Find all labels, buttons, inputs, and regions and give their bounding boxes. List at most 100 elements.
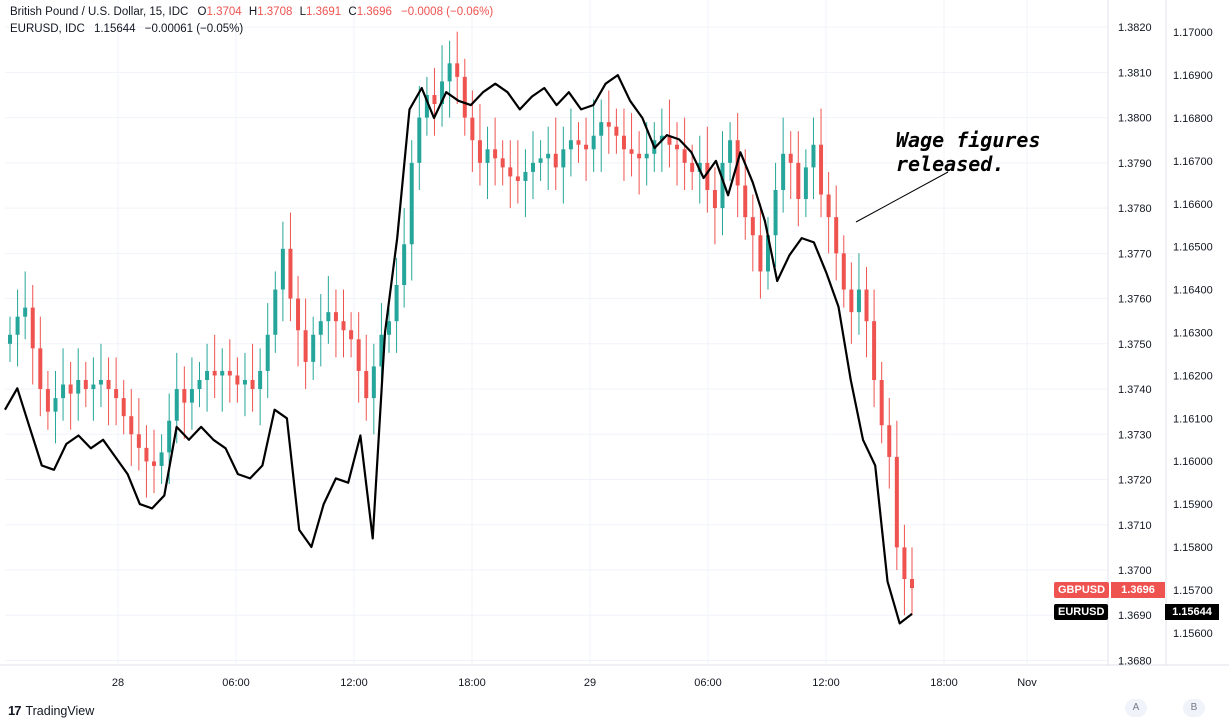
candle-body bbox=[879, 380, 884, 426]
candle-body bbox=[76, 380, 81, 394]
candle-body bbox=[576, 140, 581, 145]
candle-body bbox=[91, 384, 96, 390]
x-tick-label: 29 bbox=[584, 677, 596, 689]
candle-body bbox=[250, 380, 255, 390]
legend-open-value: 1.3704 bbox=[206, 6, 242, 18]
gbp-tick-label: 1.3710 bbox=[1118, 520, 1152, 532]
candle-body bbox=[644, 153, 649, 159]
candle-body bbox=[432, 95, 437, 105]
candle-body bbox=[402, 244, 407, 285]
eur-tick-label: 1.16000 bbox=[1173, 456, 1213, 468]
tradingview-footer[interactable]: 17 TradingView bbox=[8, 703, 94, 718]
candle-body bbox=[712, 190, 717, 209]
candle-body bbox=[887, 425, 892, 457]
gbp-tick-label: 1.3700 bbox=[1118, 565, 1152, 577]
candle-body bbox=[212, 370, 217, 376]
candle-body bbox=[280, 248, 285, 290]
eur-tick-label: 1.16300 bbox=[1173, 328, 1213, 340]
candle-body bbox=[394, 285, 399, 322]
scale-button-a[interactable]: A bbox=[1125, 699, 1147, 717]
legend-eur-value: 1.15644 bbox=[93, 23, 136, 35]
legend-eurusd: EURUSD, IDC 1.15644 −0.00061 (−0.05%) bbox=[10, 23, 243, 35]
candle-body bbox=[53, 398, 58, 412]
candle-body bbox=[326, 312, 331, 322]
candle-body bbox=[288, 248, 293, 299]
candle-body bbox=[538, 158, 543, 163]
candle-body bbox=[144, 447, 149, 462]
annotation-line-2: released. bbox=[896, 152, 1005, 176]
candle-body bbox=[409, 162, 414, 245]
x-tick-label: 12:00 bbox=[812, 677, 840, 689]
candle-body bbox=[114, 389, 119, 399]
candle-body bbox=[386, 321, 391, 335]
candle-body bbox=[220, 370, 225, 376]
candle-body bbox=[68, 384, 73, 394]
eur-tick-label: 1.16400 bbox=[1173, 285, 1213, 297]
candle-body bbox=[8, 334, 12, 344]
candle-body bbox=[129, 416, 134, 435]
candle-body bbox=[682, 149, 687, 163]
legend-change: −0.0008 (−0.06%) bbox=[401, 6, 494, 18]
eurusd-line-path bbox=[4, 73, 913, 625]
candle-body bbox=[894, 456, 899, 548]
gbp-tick-label: 1.3820 bbox=[1118, 22, 1152, 34]
candle-body bbox=[38, 348, 43, 390]
grid bbox=[5, 0, 1108, 665]
candle-body bbox=[205, 370, 210, 380]
eur-tick-label: 1.16700 bbox=[1173, 156, 1213, 168]
eur-tick-label: 1.16900 bbox=[1173, 70, 1213, 82]
candle-body bbox=[788, 153, 793, 163]
legend-low-value: 1.3691 bbox=[305, 6, 342, 18]
candle-body bbox=[568, 140, 573, 150]
gbp-tick-label: 1.3730 bbox=[1118, 429, 1152, 441]
legend-open-label: O bbox=[197, 6, 207, 18]
legend-eur-change: −0.00061 (−0.05%) bbox=[144, 23, 244, 35]
candle-body bbox=[83, 380, 88, 390]
axes: 1.3820 1.3810 1.3800 1.3790 1.3780 1.3770 1.37… bbox=[0, 0, 1229, 689]
candle-body bbox=[621, 135, 626, 150]
candle-body bbox=[167, 420, 172, 453]
annotation-text: Wage figures released. bbox=[896, 128, 1041, 176]
candle-body bbox=[758, 235, 763, 272]
candle-body bbox=[273, 289, 278, 335]
candle-body bbox=[152, 461, 157, 466]
gbp-tick-label: 1.3720 bbox=[1118, 475, 1152, 487]
candle-body bbox=[189, 389, 194, 403]
x-tick-label: 12:00 bbox=[340, 677, 368, 689]
candle-body bbox=[606, 122, 611, 127]
tradingview-brand: TradingView bbox=[25, 703, 95, 718]
x-tick-label: 18:00 bbox=[458, 677, 486, 689]
candle-body bbox=[182, 389, 187, 403]
candle-body bbox=[227, 370, 232, 376]
candle-body bbox=[485, 149, 490, 163]
eur-tick-label: 1.17000 bbox=[1173, 27, 1213, 39]
candle-body bbox=[379, 334, 384, 367]
gbp-tick-label: 1.3790 bbox=[1118, 158, 1152, 170]
candle-body bbox=[856, 289, 861, 313]
gbp-tick-label: 1.3800 bbox=[1118, 113, 1152, 125]
candle-body bbox=[561, 149, 566, 168]
candle-body bbox=[424, 95, 429, 118]
scale-button-b[interactable]: B bbox=[1183, 699, 1205, 717]
candle-body bbox=[303, 330, 308, 362]
gbpusd-candles bbox=[8, 31, 914, 616]
eur-tick-label: 1.16600 bbox=[1173, 199, 1213, 211]
candle-body bbox=[296, 298, 301, 331]
candle-body bbox=[690, 162, 695, 172]
candle-body bbox=[728, 140, 733, 163]
candle-body bbox=[242, 380, 247, 385]
candle-body bbox=[371, 366, 376, 399]
candle-body bbox=[500, 158, 505, 168]
candle-body bbox=[515, 176, 520, 181]
candle-body bbox=[819, 144, 824, 195]
candle-body bbox=[493, 149, 498, 159]
candle-body bbox=[834, 217, 839, 254]
candle-body bbox=[106, 380, 111, 390]
candle-body bbox=[614, 126, 619, 136]
eurusd-line bbox=[4, 73, 913, 625]
candle-body bbox=[121, 398, 126, 417]
candle-body bbox=[531, 162, 536, 172]
candle-body bbox=[781, 153, 786, 190]
candle-body bbox=[849, 289, 854, 313]
